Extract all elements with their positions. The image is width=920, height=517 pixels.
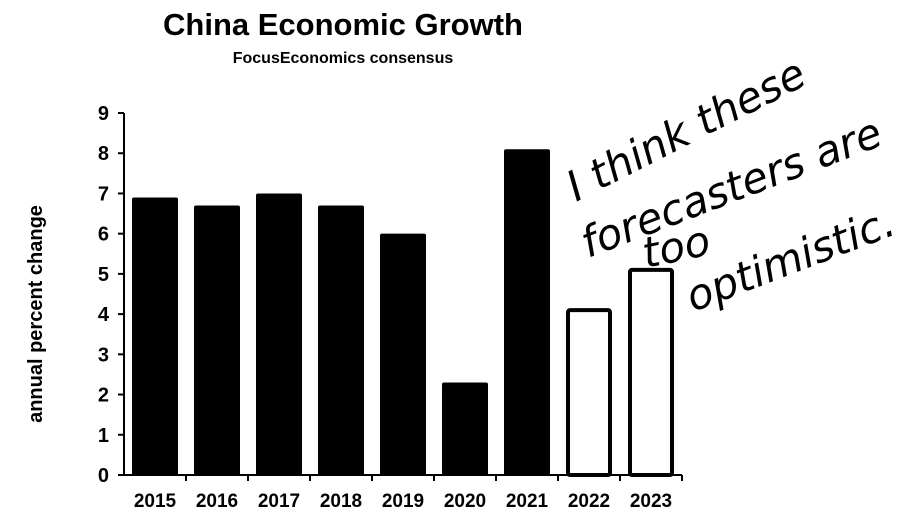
y-tick-label: 2: [98, 385, 109, 407]
bar-2023: [628, 267, 674, 477]
x-tick-label: 2017: [258, 491, 300, 512]
bar-2016: [194, 205, 240, 475]
x-tick-label: 2016: [196, 491, 238, 512]
bar-2017: [256, 193, 302, 475]
plot-area: 0 1 2 3 4 5 6 7 8 9 2015 2016 2017 2018 2019 2020 2021 20…: [98, 103, 683, 512]
x-tick-label: 2023: [630, 491, 672, 512]
bar-2022: [566, 308, 612, 478]
y-tick-label: 0: [98, 465, 109, 487]
chart-subtitle: FocusEconomics consensus: [233, 50, 454, 67]
x-tick-label: 2022: [568, 491, 610, 512]
y-tick-label: 9: [98, 103, 109, 125]
bar-2019: [380, 233, 426, 475]
y-tick-label: 6: [98, 224, 109, 246]
y-tick-label: 7: [98, 183, 109, 205]
x-tick-label: 2019: [382, 491, 424, 512]
y-tick-label: 5: [98, 264, 109, 286]
bar-2021: [504, 149, 550, 475]
y-tick-label: 8: [98, 143, 109, 165]
y-tick-label: 3: [98, 344, 109, 366]
x-tick-label: 2021: [506, 491, 549, 512]
y-tick-label: 4: [98, 304, 110, 326]
x-tick-label: 2015: [134, 491, 177, 512]
bar-2020: [442, 382, 488, 475]
y-tick-label: 1: [98, 425, 109, 447]
y-axis-label: annual percent change: [25, 205, 47, 423]
handwritten-annotation: I think these forecasters are too optimi…: [558, 49, 901, 322]
bar-2015: [132, 197, 178, 475]
bar-2018: [318, 205, 364, 475]
x-tick-label: 2020: [444, 491, 486, 512]
chart-title: China Economic Growth: [163, 7, 523, 42]
x-tick-label: 2018: [320, 491, 362, 512]
